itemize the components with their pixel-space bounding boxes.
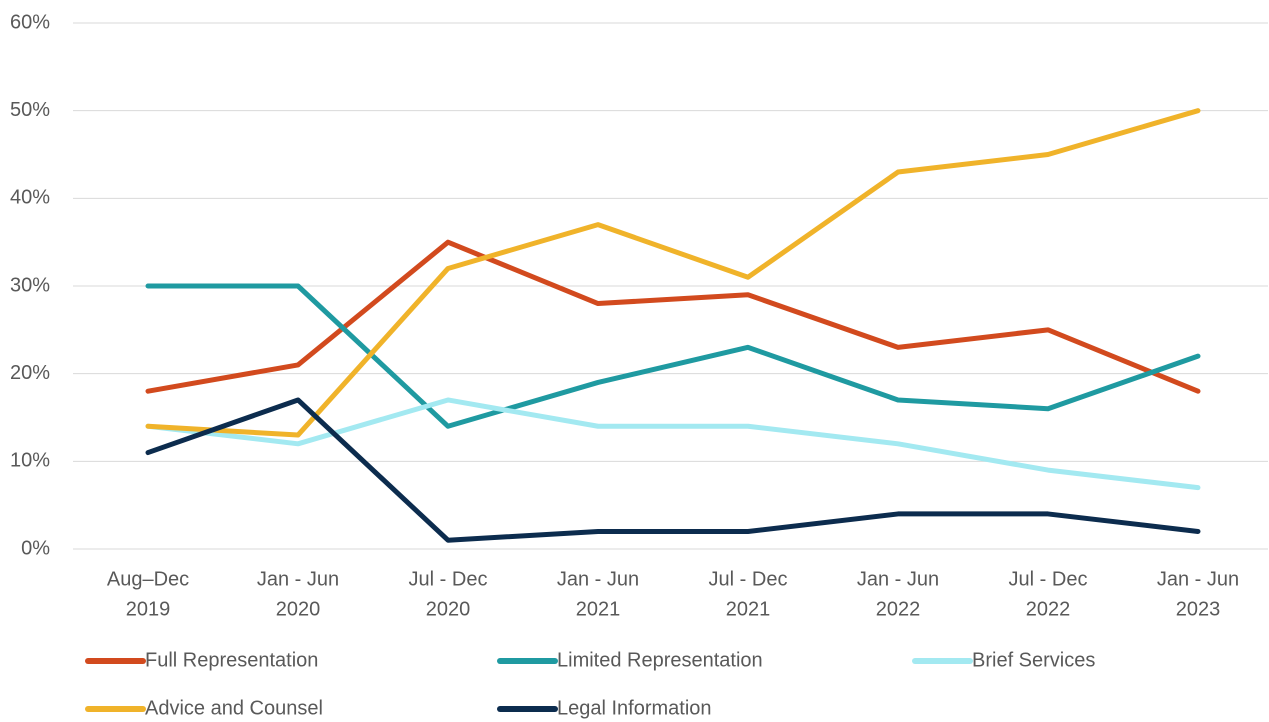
x-tick-label: Jan - Jun	[857, 568, 939, 590]
x-tick-label: Jul - Dec	[709, 568, 788, 590]
x-tick-label: 2021	[576, 598, 621, 620]
y-tick-label: 30%	[10, 274, 50, 296]
x-tick-label: Jan - Jun	[257, 568, 339, 590]
legend-label: Limited Representation	[557, 649, 763, 671]
legend-label: Full Representation	[145, 649, 318, 671]
legend-label: Advice and Counsel	[145, 697, 323, 719]
series-line	[145, 397, 1201, 543]
legend-label: Brief Services	[972, 649, 1095, 671]
x-tick-label: Jul - Dec	[1009, 568, 1088, 590]
series-line	[145, 108, 1201, 438]
x-tick-label: Jul - Dec	[409, 568, 488, 590]
y-tick-label: 40%	[10, 187, 50, 209]
x-tick-label: 2020	[426, 598, 471, 620]
x-tick-label: Jan - Jun	[1157, 568, 1239, 590]
x-tick-label: 2021	[726, 598, 771, 620]
series-line	[145, 283, 1201, 429]
y-tick-label: 50%	[10, 99, 50, 121]
y-tick-label: 0%	[21, 537, 50, 559]
x-tick-label: 2023	[1176, 598, 1221, 620]
y-tick-label: 20%	[10, 362, 50, 384]
x-tick-label: 2022	[1026, 598, 1071, 620]
series-line	[145, 239, 1201, 394]
y-tick-label: 10%	[10, 450, 50, 472]
x-tick-label: 2019	[126, 598, 171, 620]
x-tick-label: Jan - Jun	[557, 568, 639, 590]
y-tick-label: 60%	[10, 11, 50, 33]
x-tick-label: 2020	[276, 598, 321, 620]
x-tick-label: Aug–Dec	[107, 568, 189, 590]
legend-label: Legal Information	[557, 697, 712, 719]
series-line	[145, 397, 1201, 491]
x-tick-label: 2022	[876, 598, 921, 620]
